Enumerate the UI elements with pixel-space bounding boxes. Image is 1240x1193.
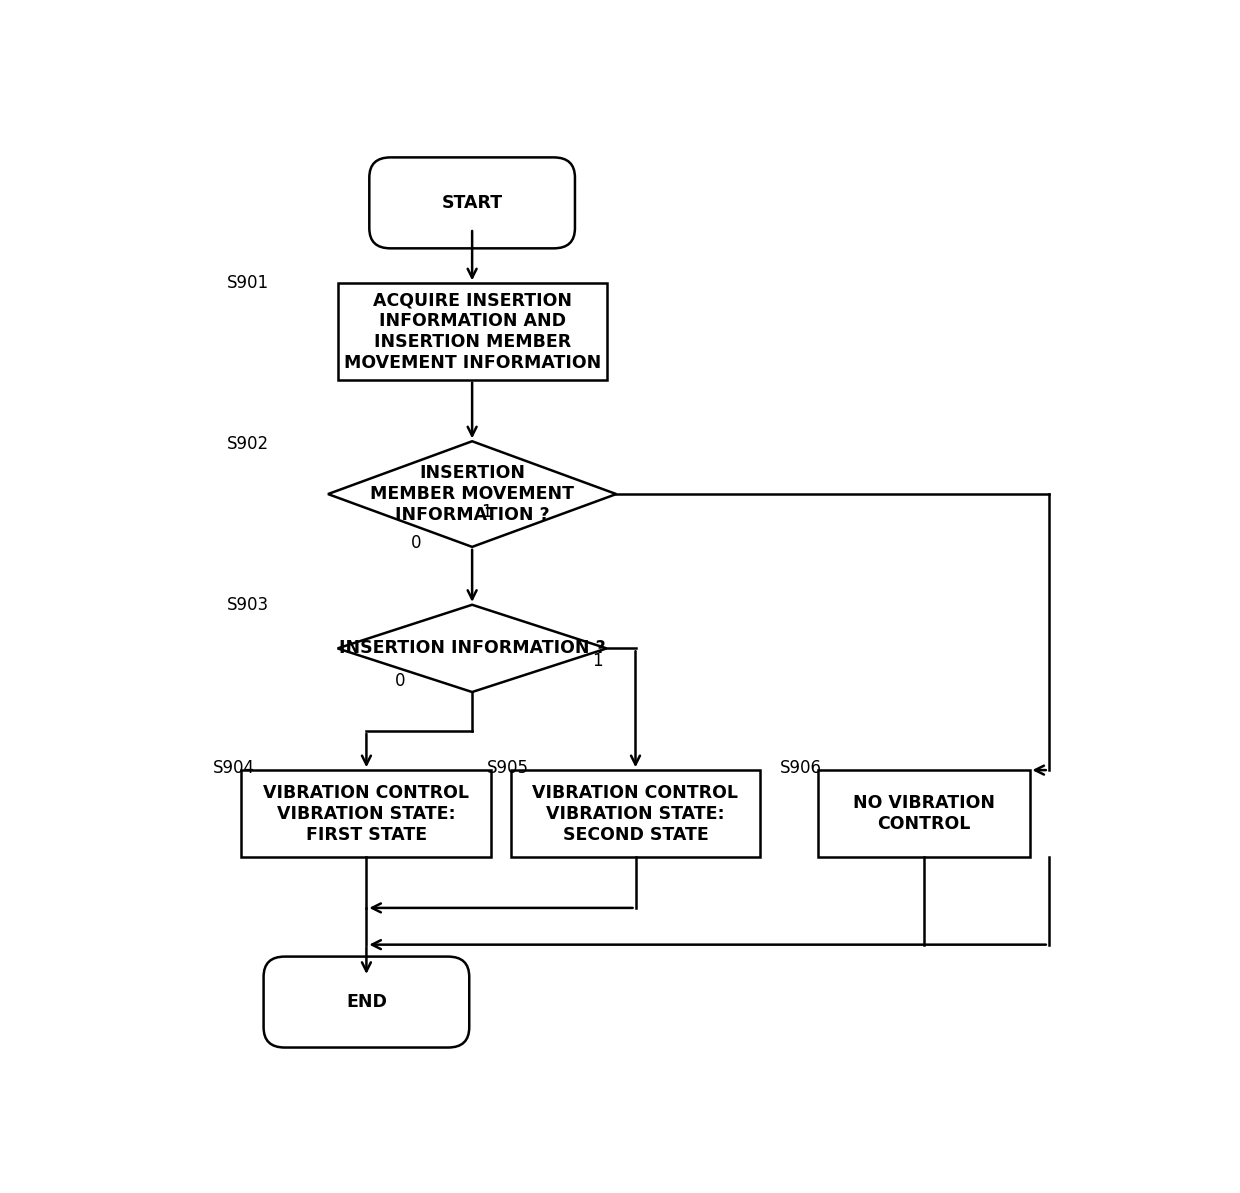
Text: S903: S903 [227,596,269,614]
Polygon shape [327,441,616,546]
Text: INSERTION
MEMBER MOVEMENT
INFORMATION ?: INSERTION MEMBER MOVEMENT INFORMATION ? [370,464,574,524]
FancyBboxPatch shape [264,957,469,1047]
Text: 1: 1 [591,653,603,670]
Text: 1: 1 [481,503,492,521]
Polygon shape [337,605,606,692]
Text: NO VIBRATION
CONTROL: NO VIBRATION CONTROL [853,795,994,833]
Text: 0: 0 [394,672,405,690]
Text: S901: S901 [227,273,269,292]
Bar [818,771,1029,858]
Text: ACQUIRE INSERTION
INFORMATION AND
INSERTION MEMBER
MOVEMENT INFORMATION: ACQUIRE INSERTION INFORMATION AND INSERT… [343,291,600,372]
Text: INSERTION INFORMATION ?: INSERTION INFORMATION ? [339,639,605,657]
Bar [511,771,760,858]
Text: END: END [346,993,387,1010]
Bar [337,283,606,379]
Text: VIBRATION CONTROL
VIBRATION STATE:
FIRST STATE: VIBRATION CONTROL VIBRATION STATE: FIRST… [263,784,470,843]
Bar [242,771,491,858]
FancyBboxPatch shape [370,157,575,248]
Text: S902: S902 [227,435,269,453]
Text: S904: S904 [213,759,254,777]
Text: S906: S906 [780,759,822,777]
Text: S905: S905 [486,759,528,777]
Text: 0: 0 [412,533,422,551]
Text: START: START [441,194,502,212]
Text: VIBRATION CONTROL
VIBRATION STATE:
SECOND STATE: VIBRATION CONTROL VIBRATION STATE: SECON… [532,784,739,843]
